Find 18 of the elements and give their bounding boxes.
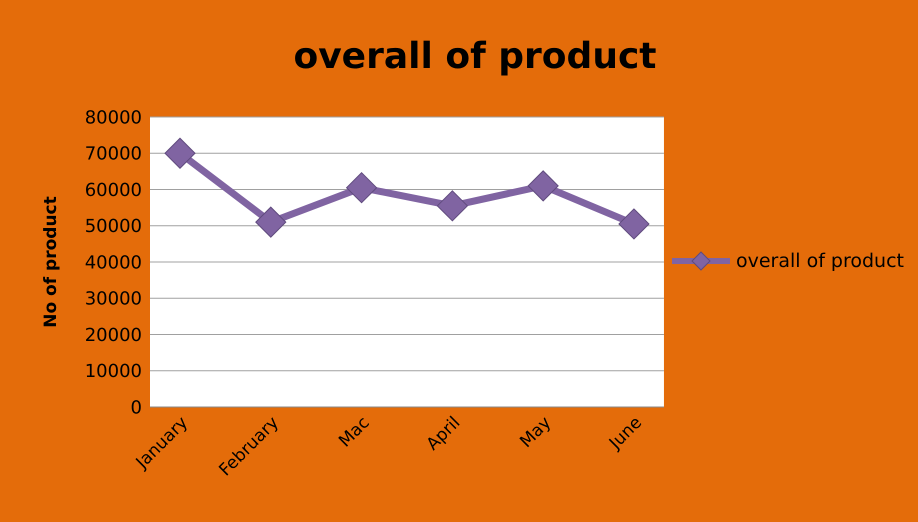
y-tick-label: 30000 — [84, 288, 142, 310]
y-tick-label: 60000 — [84, 180, 142, 201]
y-tick-label: 50000 — [84, 216, 142, 238]
point — [436, 190, 468, 222]
point — [255, 206, 286, 238]
y-tick-label: 20000 — [84, 324, 142, 346]
y-tick-label: 40000 — [84, 252, 142, 274]
y-tick-label: 70000 — [84, 144, 142, 165]
point — [618, 208, 650, 240]
point — [164, 138, 196, 169]
y-axis-title: No of product — [41, 196, 62, 328]
chart-title: overall of product — [292, 36, 658, 77]
legend-label: overall of product — [736, 250, 904, 272]
point — [346, 172, 378, 204]
point — [528, 170, 559, 202]
y-tick-label: 80000 — [84, 107, 142, 128]
y-tick-label: 10000 — [84, 361, 142, 382]
y-tick-label: 0 — [130, 397, 142, 418]
